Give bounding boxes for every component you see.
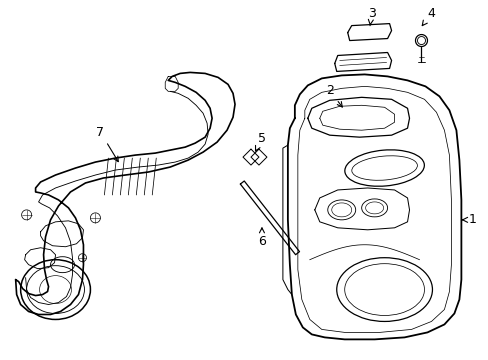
Text: 5: 5 — [255, 132, 265, 151]
Text: 7: 7 — [96, 126, 118, 162]
Text: 2: 2 — [325, 84, 342, 107]
Text: 6: 6 — [258, 228, 265, 248]
Text: 4: 4 — [422, 7, 434, 26]
Text: 1: 1 — [462, 213, 475, 226]
Text: 3: 3 — [367, 7, 375, 26]
